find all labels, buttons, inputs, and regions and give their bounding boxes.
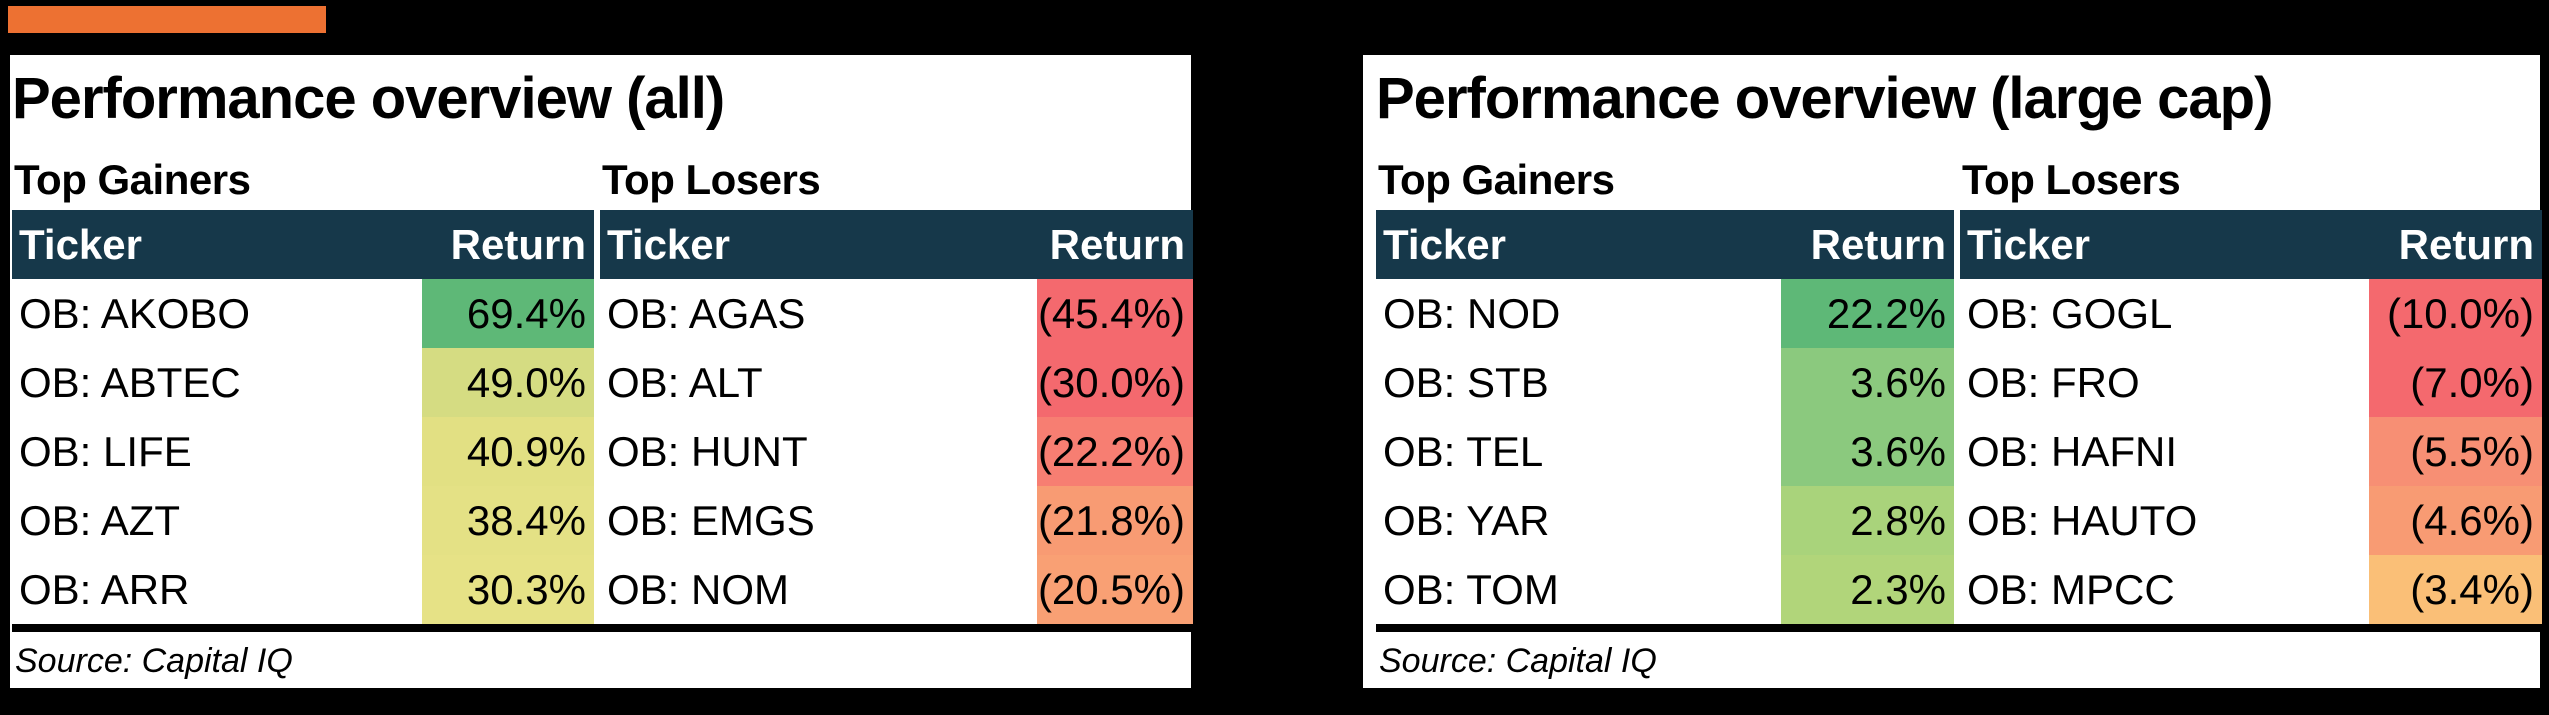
return-cell: 22.2% [1781,279,1954,348]
section-label-gainers: Top Gainers [1378,156,1615,203]
table-row: OB: HAUTO (4.6%) [1960,486,2542,555]
ticker-cell: OB: GOGL [1967,289,2173,337]
source-note: Source: Capital IQ [15,642,293,680]
table-row: OB: ARR 30.3% [12,555,594,624]
table-row: OB: GOGL (10.0%) [1960,279,2542,348]
table-header: Ticker Return [12,210,594,279]
return-cell: 40.9% [422,417,594,486]
table-row: OB: HAFNI (5.5%) [1960,417,2542,486]
source-note: Source: Capital IQ [1379,642,1657,680]
ticker-cell: OB: MPCC [1967,565,2175,613]
table-body: OB: NOD 22.2% OB: STB 3.6% OB: TEL 3.6% OB: YA… [1376,279,1954,624]
tables-row: Top Gainers Ticker Return OB: AKOBO 69.4%… [12,155,1193,632]
table-row: OB: ABTEC 49.0% [12,348,594,417]
ticker-cell: OB: ARR [19,565,190,613]
return-cell: 30.3% [422,555,594,624]
column-header-return: Return [1049,220,1185,268]
ticker-cell: OB: NOD [1383,289,1561,337]
table-row: OB: TEL 3.6% [1376,417,1954,486]
ticker-cell: OB: HAFNI [1967,427,2178,475]
return-cell: (4.6%) [2369,486,2542,555]
page-title: Performance overview (large cap) [1376,66,2273,131]
section-label-gainers: Top Gainers [14,156,251,203]
table-header: Ticker Return [1376,210,1954,279]
table-row: OB: HUNT (22.2%) [600,417,1193,486]
column-header-return: Return [1810,220,1946,268]
table-row: OB: MPCC (3.4%) [1960,555,2542,624]
panel-performance-large-cap: Performance overview (large cap) Top Gai… [1363,55,2542,688]
ticker-cell: OB: AZT [19,496,181,544]
column-header-return: Return [2398,220,2534,268]
table-header: Ticker Return [600,210,1193,279]
table-row: OB: AGAS (45.4%) [600,279,1193,348]
table-body: OB: AKOBO 69.4% OB: ABTEC 49.0% OB: LIFE 40.9… [12,279,594,624]
table-top-losers: Top Losers Ticker Return OB: GOGL (10.0%)… [1960,155,2542,624]
table-row: OB: NOD 22.2% [1376,279,1954,348]
panel-performance-all: Performance overview (all) Top Gainers T… [10,55,1193,688]
column-header-ticker: Ticker [607,220,730,268]
tables-row: Top Gainers Ticker Return OB: NOD 22.2% OB… [1376,155,2542,632]
return-cell: (22.2%) [1037,417,1193,486]
section-label-losers: Top Losers [602,156,821,203]
return-cell: (21.8%) [1037,486,1193,555]
column-header-ticker: Ticker [19,220,142,268]
ticker-cell: OB: HAUTO [1967,496,2198,544]
return-cell: 2.3% [1781,555,1954,624]
page-title: Performance overview (all) [12,66,725,131]
column-header-ticker: Ticker [1383,220,1506,268]
ticker-cell: OB: STB [1383,358,1549,406]
column-header-return: Return [450,220,586,268]
table-top-gainers: Top Gainers Ticker Return OB: NOD 22.2% OB… [1376,155,1954,624]
ticker-cell: OB: NOM [607,565,790,613]
return-cell: (45.4%) [1037,279,1193,348]
ticker-cell: OB: FRO [1967,358,2140,406]
table-row: OB: NOM (20.5%) [600,555,1193,624]
return-cell: 49.0% [422,348,594,417]
section-label-losers: Top Losers [1962,156,2181,203]
ticker-cell: OB: TOM [1383,565,1559,613]
table-row: OB: YAR 2.8% [1376,486,1954,555]
return-cell: (20.5%) [1037,555,1193,624]
return-cell: (7.0%) [2369,348,2542,417]
return-cell: (10.0%) [2369,279,2542,348]
ticker-cell: OB: HUNT [607,427,808,475]
ticker-cell: OB: TEL [1383,427,1544,475]
table-body: OB: AGAS (45.4%) OB: ALT (30.0%) OB: HUNT (22… [600,279,1193,624]
ticker-cell: OB: EMGS [607,496,815,544]
table-row: OB: LIFE 40.9% [12,417,594,486]
ticker-cell: OB: YAR [1383,496,1550,544]
table-row: OB: FRO (7.0%) [1960,348,2542,417]
table-row: OB: TOM 2.3% [1376,555,1954,624]
ticker-cell: OB: LIFE [19,427,192,475]
ticker-cell: OB: ALT [607,358,763,406]
return-cell: 69.4% [422,279,594,348]
table-row: OB: STB 3.6% [1376,348,1954,417]
return-cell: (3.4%) [2369,555,2542,624]
ticker-cell: OB: AGAS [607,289,806,337]
ticker-cell: OB: ABTEC [19,358,241,406]
return-cell: (30.0%) [1037,348,1193,417]
table-row: OB: AZT 38.4% [12,486,594,555]
table-row: OB: EMGS (21.8%) [600,486,1193,555]
table-row: OB: ALT (30.0%) [600,348,1193,417]
accent-bar [8,6,326,33]
table-body: OB: GOGL (10.0%) OB: FRO (7.0%) OB: HAFNI (5.… [1960,279,2542,624]
ticker-cell: OB: AKOBO [19,289,251,337]
return-cell: 3.6% [1781,417,1954,486]
return-cell: 3.6% [1781,348,1954,417]
table-top-gainers: Top Gainers Ticker Return OB: AKOBO 69.4%… [12,155,594,624]
return-cell: 2.8% [1781,486,1954,555]
return-cell: (5.5%) [2369,417,2542,486]
table-row: OB: AKOBO 69.4% [12,279,594,348]
return-cell: 38.4% [422,486,594,555]
table-top-losers: Top Losers Ticker Return OB: AGAS (45.4%)… [600,155,1193,624]
table-header: Ticker Return [1960,210,2542,279]
column-header-ticker: Ticker [1967,220,2090,268]
